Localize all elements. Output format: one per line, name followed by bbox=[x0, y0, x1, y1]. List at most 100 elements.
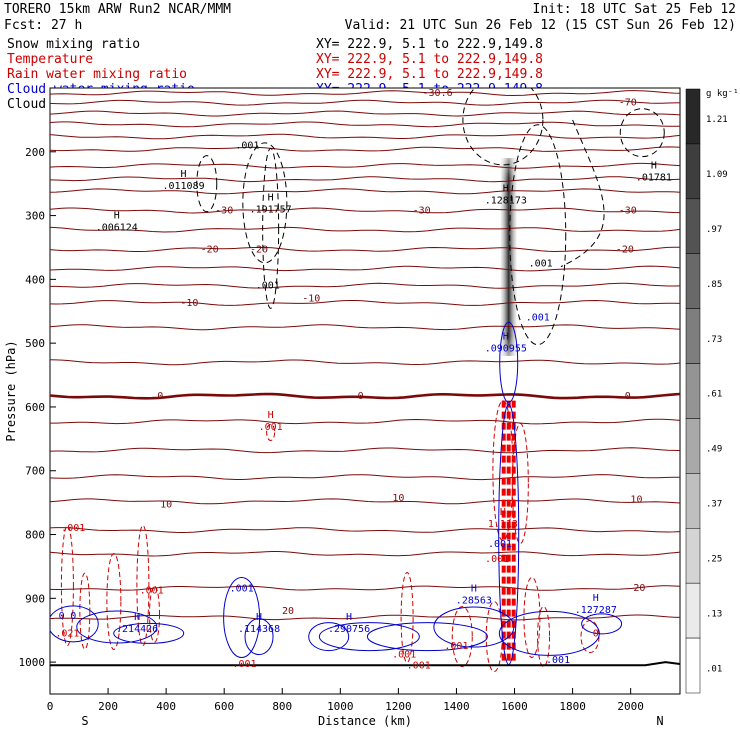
terrain-line bbox=[50, 661, 680, 667]
colorbar-swatch bbox=[685, 582, 701, 639]
contour-label: .001 bbox=[407, 660, 431, 671]
maximum-marker: H bbox=[181, 169, 187, 180]
isotherm bbox=[50, 146, 680, 152]
isotherm bbox=[50, 246, 680, 253]
maximum-value: .114368 bbox=[238, 624, 280, 635]
y-tick-label: 600 bbox=[25, 401, 45, 414]
isotherm bbox=[50, 99, 680, 106]
x-axis-label: Distance (km) bbox=[318, 714, 412, 728]
colorbar-swatch bbox=[685, 418, 701, 474]
legend-xy: XY= 222.9, 5.1 to 222.9,149.8 bbox=[316, 67, 543, 82]
maximum-value: .290756 bbox=[328, 624, 370, 635]
colorbar-label: .37 bbox=[706, 500, 722, 510]
colorbar-swatch bbox=[685, 473, 701, 529]
maximum-value: .001 bbox=[259, 422, 283, 433]
isotherm-label: -30.6 bbox=[423, 88, 453, 99]
rain-contour bbox=[537, 606, 551, 668]
snow-core-column bbox=[500, 158, 517, 356]
maximum-value: .191757 bbox=[250, 204, 292, 215]
rain-contour bbox=[106, 553, 122, 651]
snow-core-fade bbox=[500, 158, 517, 356]
isotherm-label: -30 bbox=[619, 205, 637, 216]
isotherm-label: -30 bbox=[215, 205, 233, 216]
contour-label: .001 bbox=[529, 258, 553, 269]
cloud-water-contours bbox=[50, 321, 623, 666]
maximum-value: 1.113 bbox=[488, 519, 518, 530]
rain-contour bbox=[79, 572, 91, 650]
isotherm-lines bbox=[50, 90, 680, 621]
isotherm bbox=[50, 299, 680, 306]
cloud-water-contour bbox=[581, 613, 623, 635]
maximum-marker: H bbox=[268, 410, 274, 421]
legend-label: Snow mixing ratio bbox=[7, 37, 140, 52]
isotherm-label: 20 bbox=[633, 583, 645, 594]
colorbar-label: .25 bbox=[706, 554, 722, 564]
y-tick-label: 1000 bbox=[19, 656, 46, 669]
maximum-marker: H bbox=[268, 192, 274, 203]
contour-label: .001 bbox=[232, 659, 256, 670]
maximum-marker: H bbox=[346, 612, 352, 623]
legend-xy: XY= 222.9, 5.1 to 222.9,149.8 bbox=[316, 37, 543, 52]
cloud-water-contour bbox=[223, 576, 261, 658]
cloud-water-contour bbox=[499, 321, 519, 403]
isotherm bbox=[50, 585, 680, 591]
rain-contour bbox=[451, 606, 473, 668]
colorbar-swatch bbox=[685, 308, 701, 364]
colorbar-swatch bbox=[685, 363, 701, 419]
contour-label: .001 bbox=[230, 584, 254, 595]
valid-time: Valid: 21 UTC Sun 26 Feb 12 (15 CST Sun … bbox=[345, 18, 736, 33]
colorbar-swatch bbox=[685, 253, 701, 309]
cloud-ice-contour bbox=[196, 155, 218, 213]
rain-contour bbox=[149, 585, 161, 643]
y-tick-label: 800 bbox=[25, 529, 45, 542]
x-tick-label: 1800 bbox=[559, 700, 586, 713]
contour-label: .001 bbox=[235, 140, 259, 151]
cloud-ice-contours bbox=[196, 88, 665, 346]
cloud-water-contour bbox=[433, 606, 515, 648]
cloud-water-contour bbox=[366, 622, 488, 652]
x-tick-label: 600 bbox=[214, 700, 234, 713]
colorbar-label: 1.09 bbox=[706, 170, 728, 180]
isotherm-label: -20 bbox=[616, 244, 634, 255]
cloud-ice-contour bbox=[619, 108, 665, 158]
colorbar-swatch bbox=[685, 637, 701, 694]
maximum-value: .011089 bbox=[162, 181, 204, 192]
colorbar-swatch bbox=[685, 198, 701, 254]
forecast-hour: Fcst: 27 h bbox=[4, 18, 82, 33]
maximum-marker: H bbox=[471, 584, 477, 595]
isotherm bbox=[50, 447, 680, 454]
isotherm-label: 0 bbox=[625, 391, 631, 402]
colorbar-label: .13 bbox=[706, 609, 722, 619]
rain-contour bbox=[400, 571, 414, 663]
maximum-value: .127287 bbox=[575, 605, 617, 616]
maximum-value: .090955 bbox=[485, 344, 527, 355]
isotherm-label: -70 bbox=[619, 98, 637, 109]
isotherm bbox=[50, 90, 680, 97]
x-tick-label: 2000 bbox=[617, 700, 644, 713]
isotherm bbox=[50, 207, 680, 214]
contour-label: .001 bbox=[546, 655, 570, 666]
cloud-water-contour bbox=[113, 622, 185, 644]
isotherm bbox=[50, 226, 680, 233]
colorbar-swatch bbox=[685, 88, 701, 145]
isotherm bbox=[50, 176, 680, 183]
isotherm-label: 0 bbox=[157, 391, 163, 402]
x-tick-label: 200 bbox=[98, 700, 118, 713]
legend-xy: XY= 222.9, 5.1 to 222.9,149.8 bbox=[316, 52, 543, 67]
x-tick-label: 1000 bbox=[327, 700, 354, 713]
maximum-value: .214426 bbox=[116, 624, 158, 635]
isotherm bbox=[50, 110, 680, 117]
x-tick-label: 800 bbox=[272, 700, 292, 713]
rain-contour bbox=[60, 525, 74, 647]
y-tick-label: 400 bbox=[25, 273, 45, 286]
colorbar-swatch bbox=[685, 143, 701, 200]
cloud-ice-contour bbox=[560, 119, 605, 268]
isotherm bbox=[50, 551, 680, 557]
x-tick-label: 1400 bbox=[443, 700, 470, 713]
y-tick-label: 700 bbox=[25, 465, 45, 478]
isotherm-label: -30 bbox=[413, 205, 431, 216]
contour-label: .001 bbox=[140, 586, 164, 597]
isotherm bbox=[50, 614, 680, 621]
x-tick-label: 400 bbox=[156, 700, 176, 713]
